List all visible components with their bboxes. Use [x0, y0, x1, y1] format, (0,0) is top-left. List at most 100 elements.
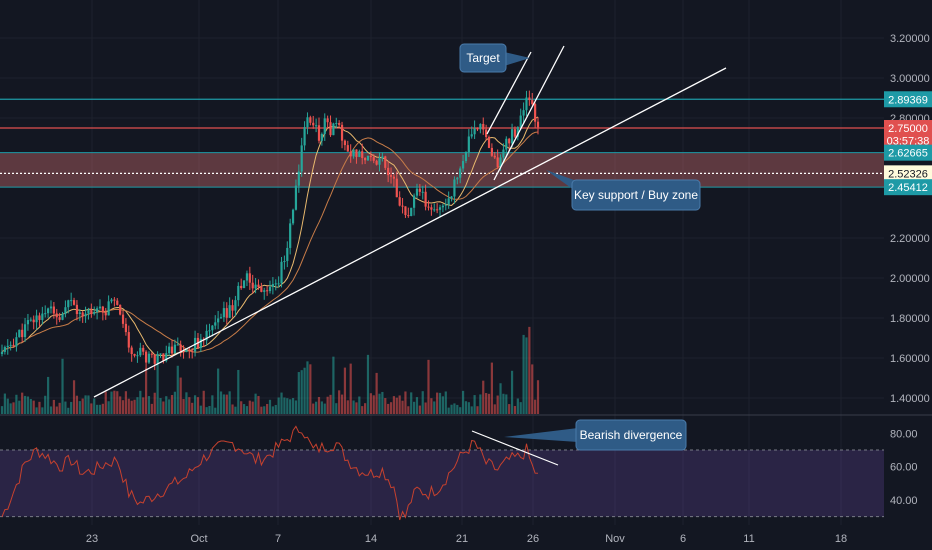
- candle-body: [214, 322, 217, 326]
- volume-bar: [326, 396, 329, 414]
- volume-bar: [124, 391, 128, 414]
- volume-bar: [266, 403, 269, 414]
- volume-bar: [271, 406, 274, 414]
- time-axis[interactable]: 23 Oct 7 14 21 26 Nov 6 11 18: [86, 533, 847, 545]
- divergence-callout[interactable]: Bearish divergence: [504, 419, 687, 451]
- time-tick-label: Nov: [605, 533, 625, 545]
- volume-bar: [237, 369, 240, 414]
- candle-body: [274, 283, 277, 285]
- price-badge-label: 2.52326: [888, 168, 928, 180]
- candle-body: [421, 191, 424, 193]
- candle-body: [29, 319, 32, 321]
- volume-bar: [398, 395, 401, 414]
- candle-body: [38, 315, 41, 321]
- rsi-divergence-line[interactable]: [471, 430, 559, 466]
- candle-body: [315, 125, 318, 127]
- candle-body: [64, 307, 67, 314]
- candle-body: [176, 344, 179, 346]
- volume-bar: [228, 391, 231, 414]
- candle-body: [332, 123, 335, 136]
- candle-body: [450, 196, 453, 199]
- rsi-line: [1, 425, 539, 521]
- candle-body: [173, 344, 177, 354]
- volume-bar: [534, 399, 537, 414]
- candle-body: [231, 305, 234, 311]
- candle-body: [366, 155, 370, 161]
- volume-bar: [263, 406, 266, 414]
- volume-bar: [300, 370, 303, 414]
- volume-bar: [136, 397, 139, 414]
- time-tick-label: 6: [680, 533, 686, 545]
- volume-bar: [522, 334, 525, 414]
- buy-zone-callout[interactable]: Key support / Buy zone: [546, 170, 701, 211]
- volume-bar: [358, 396, 361, 414]
- volume-bar: [81, 398, 84, 414]
- volume-bar: [0, 406, 4, 414]
- volume-bar: [280, 392, 283, 414]
- candle-body: [251, 282, 254, 289]
- volume-bar: [317, 397, 321, 414]
- candle-body: [254, 284, 257, 289]
- wedge-upper-line[interactable]: [486, 51, 532, 135]
- volume-bars: [0, 326, 540, 414]
- volume-bar: [208, 406, 211, 414]
- volume-bar: [64, 401, 67, 414]
- volume-bar: [444, 391, 447, 414]
- volume-bar: [476, 406, 479, 414]
- volume-bar: [84, 395, 87, 414]
- candle-body: [121, 314, 125, 324]
- candle-body: [369, 155, 372, 158]
- candle-body: [133, 354, 136, 356]
- candle-body: [294, 185, 298, 210]
- price-badge: [884, 132, 932, 149]
- candle-body: [162, 353, 165, 361]
- candle-body: [90, 309, 93, 314]
- candle-body: [412, 195, 416, 208]
- candle-body: [35, 315, 38, 323]
- callouts: Target Key support / Buy zone Bearish di…: [459, 43, 701, 451]
- price-axis[interactable]: 3.200003.000002.800002.200002.000001.800…: [890, 33, 930, 405]
- buy-zone-fill: [0, 152, 884, 188]
- candle-body: [482, 123, 485, 130]
- volume-bar: [467, 402, 470, 414]
- candle-body: [493, 155, 496, 158]
- candle-body: [188, 349, 191, 351]
- candle-body: [436, 209, 439, 211]
- time-tick-label: 21: [456, 533, 468, 545]
- volume-bar: [78, 401, 81, 414]
- target-callout[interactable]: Target: [459, 43, 530, 73]
- candle-body: [297, 171, 300, 186]
- volume-bar: [335, 403, 338, 414]
- candle-body: [248, 273, 251, 283]
- volume-bar: [283, 397, 286, 414]
- volume-bar: [159, 398, 162, 414]
- candle-body: [496, 157, 499, 167]
- candle-body: [119, 304, 122, 315]
- candle-body: [127, 332, 130, 348]
- candle-body: [392, 176, 396, 179]
- candle-body: [222, 308, 225, 318]
- volume-bar: [384, 398, 387, 414]
- volume-bar: [459, 407, 462, 414]
- volume-bar: [433, 401, 436, 414]
- volume-bar: [119, 396, 122, 414]
- wedge-lower-line[interactable]: [493, 45, 565, 181]
- main-trendline[interactable]: [93, 67, 727, 398]
- volume-bar: [55, 406, 58, 414]
- time-tick-label: 23: [86, 533, 98, 545]
- price-badge-label: 2.62665: [888, 148, 928, 160]
- price-badge-label: 03:57:38: [887, 135, 930, 147]
- volume-bar: [355, 402, 358, 414]
- volume-bar: [47, 376, 50, 414]
- candle-body: [349, 151, 352, 157]
- candle-body: [93, 311, 96, 314]
- candle-body: [447, 198, 450, 205]
- candle-body: [398, 197, 401, 206]
- volume-bar: [133, 399, 136, 414]
- volume-bar: [6, 398, 9, 414]
- volume-bar: [289, 399, 292, 414]
- volume-bar: [441, 396, 445, 414]
- volume-bar: [332, 356, 335, 414]
- volume-bar: [464, 401, 468, 414]
